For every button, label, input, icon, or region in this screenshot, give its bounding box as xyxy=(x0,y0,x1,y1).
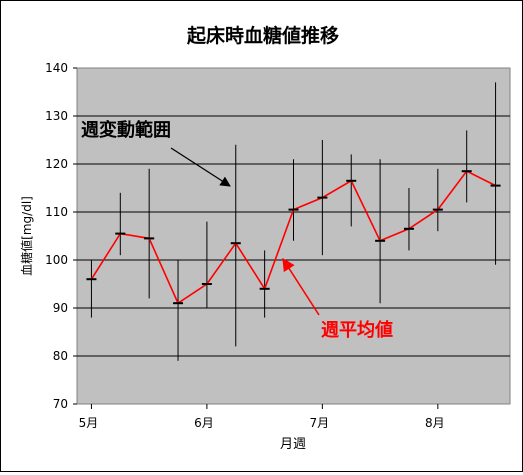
y-tick-label: 140 xyxy=(45,61,68,75)
range-annotation-label: 週変動範囲 xyxy=(81,119,171,141)
y-tick-label: 90 xyxy=(53,301,68,315)
mean-annotation-arrow xyxy=(282,257,320,316)
x-tick-label: 6月 xyxy=(194,416,214,430)
x-tick-label: 7月 xyxy=(310,416,330,430)
y-tick-label: 130 xyxy=(45,109,68,123)
mean-annotation-label: 週平均値 xyxy=(321,319,393,341)
x-tick-label: 8月 xyxy=(425,416,445,430)
mean-markers xyxy=(86,170,501,305)
y-tick-label: 70 xyxy=(53,397,68,411)
y-axis-ticks: 70 80 90 100 110 120 130 140 xyxy=(45,61,77,411)
range-annotation-arrow xyxy=(170,147,231,187)
x-axis-label: 月週 xyxy=(280,437,306,452)
range-bars xyxy=(90,82,497,361)
y-tick-label: 100 xyxy=(45,253,68,267)
y-tick-label: 110 xyxy=(45,205,68,219)
y-tick-label: 80 xyxy=(53,349,68,363)
x-axis-ticks: 5月 6月 7月 8月 xyxy=(79,404,445,430)
y-axis-label: 血糖値[mg/dl] xyxy=(19,196,34,276)
chart-title: 起床時血糖値推移 xyxy=(186,24,339,47)
x-tick-label: 5月 xyxy=(79,416,99,430)
y-tick-label: 120 xyxy=(45,157,68,171)
